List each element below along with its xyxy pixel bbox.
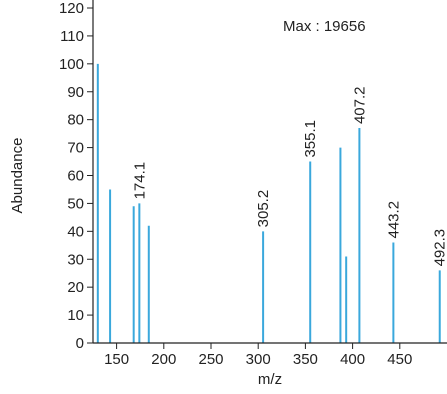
peak-label: 407.2 <box>351 86 368 124</box>
y-tick-label: 50 <box>67 195 84 212</box>
y-axis-ticks: 0 10 20 30 40 50 60 70 80 90 100 110 120 <box>59 0 93 352</box>
peak-label: 355.1 <box>302 120 319 158</box>
x-axis-ticks: 150 200 250 300 350 400 450 <box>104 343 412 368</box>
peak-label: 305.2 <box>255 190 272 228</box>
y-tick-label: 120 <box>59 0 84 17</box>
y-tick-label: 70 <box>67 140 84 157</box>
peak-labels: 174.1 305.2 355.1 407.2 443.2 492.3 <box>131 86 447 266</box>
y-tick-label: 0 <box>76 335 84 352</box>
peak-label: 492.3 <box>432 229 447 267</box>
y-tick-label: 20 <box>67 279 84 296</box>
y-tick-label: 80 <box>67 112 84 129</box>
peak-label: 174.1 <box>131 162 148 200</box>
y-tick-label: 90 <box>67 84 84 101</box>
y-tick-label: 30 <box>67 251 84 268</box>
x-tick-label: 450 <box>387 351 412 368</box>
x-tick-label: 250 <box>198 351 223 368</box>
x-axis-title: m/z <box>258 371 282 388</box>
peak-label: 443.2 <box>385 201 402 239</box>
x-tick-label: 400 <box>340 351 365 368</box>
x-tick-label: 350 <box>293 351 318 368</box>
peaks <box>96 63 441 343</box>
y-tick-label: 100 <box>59 56 84 73</box>
x-tick-label: 150 <box>104 351 129 368</box>
y-tick-label: 110 <box>60 28 84 45</box>
x-tick-label: 200 <box>151 351 176 368</box>
max-abundance-label: Max : 19656 <box>283 18 366 35</box>
y-tick-label: 10 <box>67 307 84 324</box>
x-tick-label: 300 <box>246 351 271 368</box>
y-axis-title: Abundance <box>9 138 26 214</box>
y-tick-label: 40 <box>67 223 84 240</box>
y-tick-label: 60 <box>67 168 84 185</box>
